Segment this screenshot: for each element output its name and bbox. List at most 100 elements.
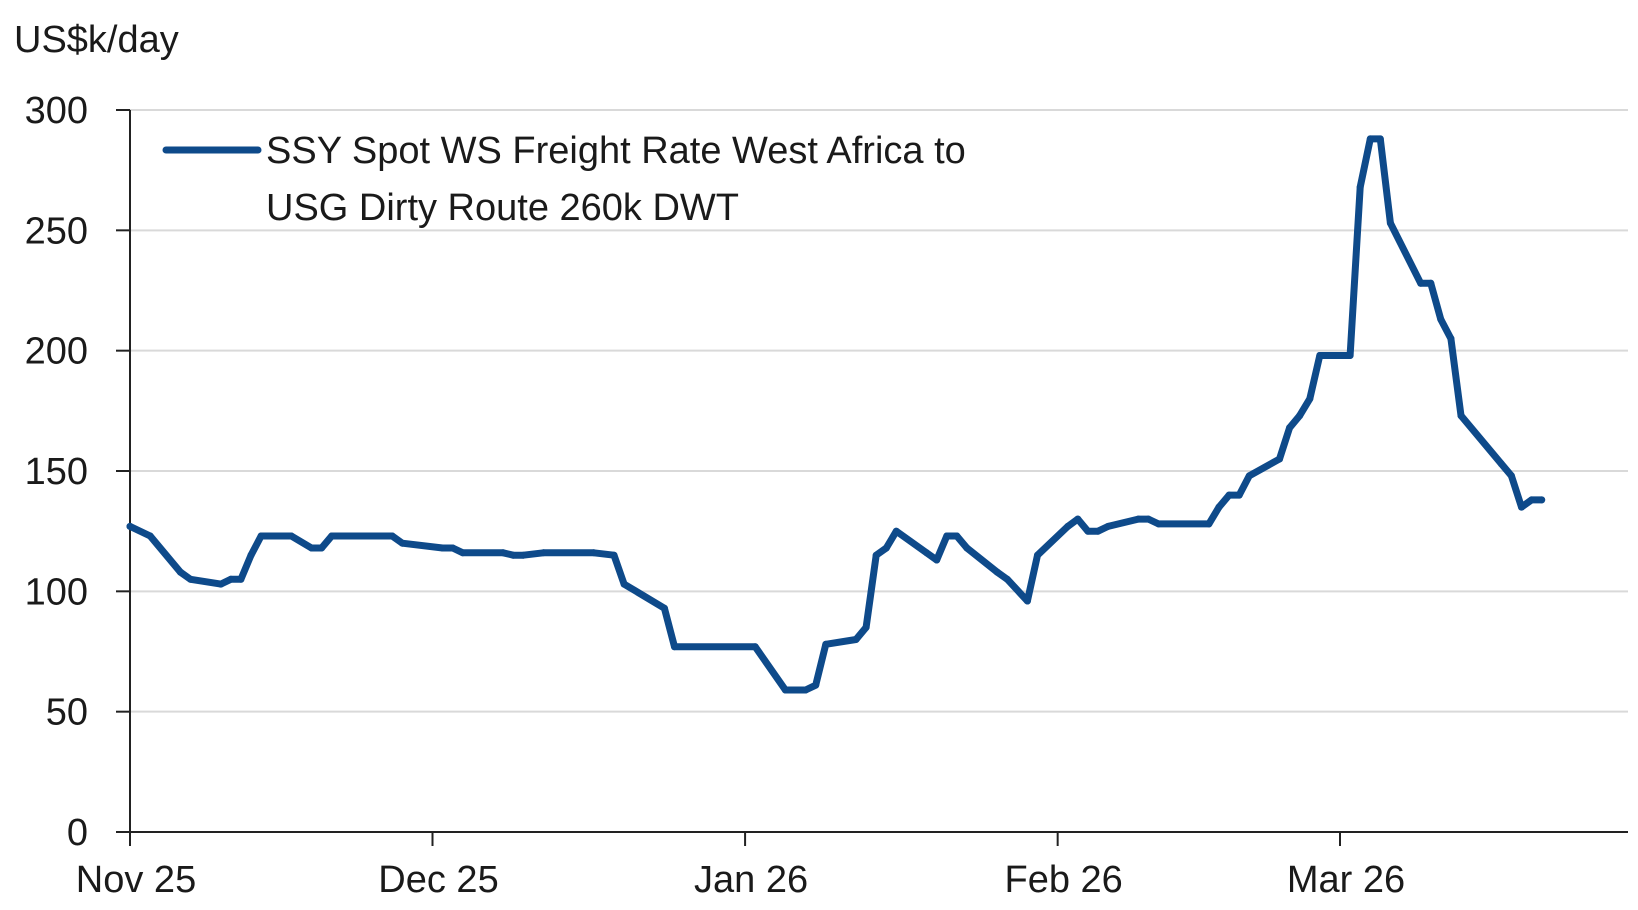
data-point — [388, 532, 396, 540]
data-point — [237, 575, 245, 583]
data-point — [1447, 335, 1455, 343]
data-point — [449, 544, 457, 552]
data-point — [1084, 527, 1092, 535]
data-point — [459, 549, 467, 557]
data-point — [1518, 503, 1525, 511]
data-point — [398, 539, 406, 547]
data-point — [1427, 279, 1435, 287]
data-point — [1023, 597, 1031, 605]
data-point — [1507, 472, 1515, 480]
data-point — [217, 580, 225, 588]
data-point — [1306, 395, 1314, 403]
y-tick-label-150: 150 — [25, 451, 88, 493]
data-point — [1235, 491, 1243, 499]
legend: SSY Spot WS Freight Rate West Africa to … — [162, 130, 966, 229]
x-tick-label-4: Mar 26 — [1287, 859, 1405, 901]
data-point — [852, 636, 860, 643]
data-point — [1356, 183, 1364, 191]
data-point — [892, 527, 900, 535]
data-point — [1366, 135, 1374, 143]
x-tick-label-3: Feb 26 — [1005, 859, 1123, 901]
data-point — [328, 532, 336, 540]
data-point — [953, 532, 961, 540]
data-point — [620, 580, 628, 588]
data-point — [671, 643, 678, 651]
data-point — [610, 551, 618, 559]
data-point — [660, 604, 668, 612]
data-point — [1245, 472, 1253, 480]
legend-label-line-2: USG Dirty Route 260k DWT — [266, 187, 739, 229]
data-point — [1104, 522, 1112, 530]
data-point — [1316, 352, 1324, 359]
data-point — [781, 686, 789, 694]
y-tick-label-200: 200 — [25, 331, 88, 373]
x-tick-label-0: Nov 25 — [76, 859, 196, 901]
data-point — [247, 551, 255, 559]
data-point — [146, 532, 154, 540]
data-point — [1296, 412, 1304, 420]
data-point — [1286, 424, 1294, 432]
data-point — [943, 532, 951, 540]
y-tick-label-100: 100 — [25, 571, 88, 613]
data-point — [872, 551, 880, 559]
data-point — [126, 522, 134, 530]
data-point — [1215, 503, 1223, 511]
data-point — [227, 575, 235, 583]
data-point — [318, 544, 326, 552]
x-tick-label-1: Dec 25 — [378, 859, 498, 901]
data-point — [1074, 515, 1082, 523]
series-layer — [126, 135, 1546, 694]
data-point — [439, 544, 447, 552]
legend-label-line-1: SSY Spot WS Freight Rate West Africa to — [266, 130, 966, 172]
data-point — [963, 544, 971, 552]
data-point — [590, 549, 598, 557]
data-point — [308, 544, 315, 552]
data-point — [1144, 515, 1152, 523]
data-point — [1538, 496, 1546, 504]
data-point — [802, 686, 810, 694]
data-point — [812, 681, 820, 689]
data-point — [1034, 551, 1041, 559]
data-point — [1497, 460, 1505, 468]
data-point — [1376, 135, 1384, 143]
data-point — [1134, 515, 1142, 523]
x-tick-label-2: Jan 26 — [694, 859, 808, 901]
data-point — [1417, 279, 1425, 287]
data-point — [862, 623, 870, 631]
data-point — [882, 544, 890, 552]
data-point — [933, 556, 941, 564]
data-point — [993, 568, 1001, 576]
x-axis-ticks: Nov 25 Dec 25 Jan 26 Feb 26 Mar 26 — [76, 832, 1405, 901]
data-point — [1276, 455, 1283, 463]
y-tick-label-300: 300 — [25, 90, 88, 132]
y-tick-label-250: 250 — [25, 210, 88, 252]
data-point — [1528, 496, 1536, 504]
data-point — [1457, 412, 1465, 420]
y-tick-label-50: 50 — [46, 692, 88, 734]
data-point — [499, 549, 507, 557]
data-point — [923, 549, 931, 557]
data-point — [1346, 352, 1354, 359]
data-point — [287, 532, 295, 540]
data-point — [822, 640, 830, 648]
y-axis-ticks: 0 50 100 150 200 250 300 — [25, 90, 130, 854]
data-point — [1094, 527, 1102, 535]
data-point — [751, 643, 759, 651]
data-point — [1386, 219, 1394, 227]
data-point — [519, 551, 527, 559]
data-point — [1205, 520, 1213, 528]
data-point — [1155, 520, 1162, 528]
y-axis-unit-label: US$k/day — [14, 19, 179, 61]
data-point — [1225, 491, 1233, 499]
series-points-0 — [126, 135, 1546, 694]
data-point — [187, 575, 194, 583]
data-point — [509, 551, 517, 559]
data-point — [257, 532, 265, 540]
data-point — [1003, 575, 1011, 583]
data-point — [539, 549, 547, 557]
data-point — [1064, 522, 1072, 530]
gridlines — [130, 109, 1628, 713]
y-tick-label-0: 0 — [67, 812, 88, 854]
data-point — [176, 568, 184, 576]
